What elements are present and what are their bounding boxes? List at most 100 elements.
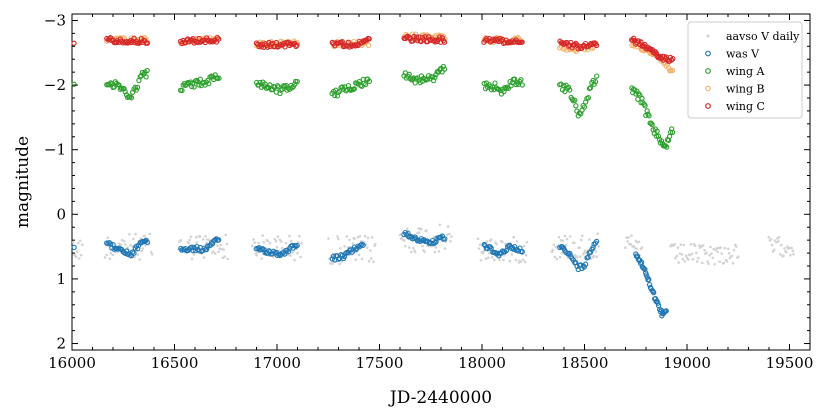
- was-v-point: [285, 248, 292, 255]
- wing-c-point: [593, 42, 600, 49]
- x-tick-label: 19500: [766, 354, 814, 372]
- aavso-point: [260, 257, 264, 260]
- aavso-point: [420, 228, 423, 231]
- aavso-point: [78, 257, 81, 260]
- wing-a-point: [197, 76, 204, 82]
- aavso-point: [691, 257, 695, 261]
- aavso-point: [630, 234, 633, 237]
- aavso-point: [568, 235, 572, 238]
- aavso-point: [417, 227, 420, 230]
- wing-a-point: [487, 83, 493, 90]
- wing-a-point: [277, 90, 283, 97]
- aavso-point: [554, 245, 557, 249]
- aavso-point: [479, 259, 483, 262]
- aavso-point: [501, 240, 504, 244]
- wing-a-point: [653, 133, 660, 139]
- aavso-point: [296, 251, 299, 255]
- legend-marker: [705, 50, 711, 57]
- aavso-point: [253, 241, 256, 244]
- aavso-point: [119, 243, 123, 247]
- aavso-point: [635, 247, 639, 251]
- wing-a-point: [128, 95, 135, 101]
- aavso-point: [701, 261, 704, 265]
- aavso-point: [275, 246, 279, 249]
- aavso-point: [551, 248, 554, 252]
- wing-a-point: [518, 77, 524, 83]
- aavso-point: [711, 256, 715, 260]
- aavso-point: [701, 244, 705, 247]
- aavso-point: [495, 243, 498, 246]
- wing-c-point: [339, 39, 345, 45]
- aavso-point: [410, 250, 413, 254]
- aavso-point: [354, 258, 358, 261]
- wing-a-point: [258, 84, 265, 90]
- aavso-point: [329, 262, 332, 265]
- aavso-point: [194, 235, 198, 239]
- aavso-point: [398, 233, 402, 237]
- wing-a-point: [335, 89, 341, 96]
- wing-a-point: [587, 85, 594, 91]
- aavso-point: [678, 252, 682, 255]
- aavso-point: [122, 239, 126, 243]
- wing-a-point: [492, 80, 498, 86]
- aavso-point: [595, 255, 598, 258]
- aavso-point: [783, 247, 786, 250]
- aavso-point: [370, 236, 374, 239]
- aavso-point: [680, 253, 684, 256]
- aavso-point: [592, 254, 596, 258]
- wing-a-point: [366, 78, 373, 84]
- aavso-point: [340, 260, 343, 264]
- aavso-point: [421, 244, 424, 248]
- aavso-point: [557, 235, 561, 239]
- wing-a-point: [216, 75, 222, 81]
- aavso-point: [201, 238, 205, 241]
- aavso-point: [360, 257, 364, 261]
- aavso-point: [675, 254, 679, 258]
- aavso-point: [423, 250, 426, 254]
- aavso-point: [627, 236, 630, 239]
- aavso-point: [686, 258, 690, 261]
- aavso-point: [222, 248, 225, 251]
- aavso-point: [412, 246, 415, 250]
- wing-c-point: [214, 35, 221, 41]
- legend-marker: [705, 103, 711, 109]
- aavso-point: [257, 241, 261, 245]
- aavso-point: [633, 246, 636, 249]
- aavso-point: [677, 261, 680, 264]
- aavso-point: [767, 236, 771, 239]
- aavso-point: [220, 247, 223, 251]
- aavso-point: [111, 253, 115, 257]
- aavso-point: [731, 261, 735, 265]
- aavso-point: [581, 234, 584, 237]
- aavso-point: [786, 245, 789, 248]
- aavso-point: [365, 246, 369, 249]
- aavso-point: [710, 252, 713, 255]
- aavso-point: [789, 253, 792, 257]
- aavso-point: [75, 250, 79, 253]
- aavso-point: [261, 234, 265, 237]
- aavso-point: [772, 248, 776, 251]
- aavso-point: [198, 235, 202, 239]
- aavso-point: [640, 246, 644, 249]
- y-axis-label: magnitude: [13, 136, 33, 228]
- aavso-point: [298, 234, 301, 238]
- aavso-point: [713, 263, 716, 266]
- aavso-point: [204, 234, 207, 238]
- aavso-point: [300, 242, 303, 245]
- aavso-point: [594, 250, 598, 253]
- aavso-point: [723, 246, 727, 250]
- aavso-point: [195, 241, 199, 244]
- wing-a-point: [294, 78, 300, 85]
- aavso-point: [579, 255, 582, 258]
- was-v-point: [519, 249, 525, 255]
- wing-a-point: [143, 74, 149, 80]
- aavso-point: [777, 240, 780, 243]
- aavso-point: [225, 242, 229, 246]
- aavso-point: [141, 247, 145, 250]
- wing-a-point: [562, 88, 568, 95]
- aavso-point: [189, 235, 193, 239]
- aavso-point: [481, 251, 485, 255]
- wing-a-point: [639, 95, 645, 101]
- x-tick-label: 18500: [561, 354, 609, 372]
- aavso-point: [288, 234, 291, 238]
